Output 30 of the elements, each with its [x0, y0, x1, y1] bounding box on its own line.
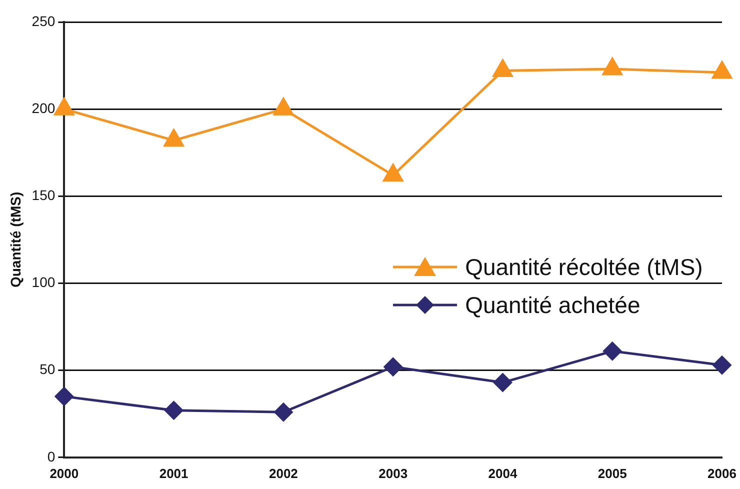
x-tick-label: 2004	[488, 466, 518, 481]
point	[164, 129, 184, 147]
point	[54, 387, 74, 406]
point	[274, 98, 294, 116]
x-tick-label: 2001	[159, 466, 188, 481]
y-tick-label: 100	[32, 274, 56, 290]
y-tick-label: 150	[32, 187, 56, 204]
x-tick-label: 2005	[598, 466, 627, 481]
y-axis-title: Quantité (tMS)	[7, 192, 24, 288]
point	[274, 402, 293, 422]
y-tick-label: 200	[32, 100, 56, 116]
y-tick-label: 250	[32, 12, 56, 29]
point	[164, 401, 184, 420]
x-tick-label: 2003	[378, 466, 408, 481]
point	[602, 58, 622, 76]
point	[384, 358, 402, 376]
legend-label: Quantité récoltée (tMS)	[465, 254, 703, 281]
point	[712, 61, 732, 79]
point	[383, 164, 403, 182]
point	[493, 373, 512, 392]
x-tick-label: 2006	[708, 466, 736, 481]
point	[603, 342, 622, 360]
point	[492, 60, 513, 78]
legend-label: Quantité achetée	[465, 292, 640, 319]
y-tick-label: 0	[47, 448, 56, 464]
x-tick-label: 2002	[268, 466, 298, 481]
y-tick-label: 50	[40, 361, 56, 378]
point	[712, 356, 732, 374]
point	[54, 98, 74, 116]
x-tick-label: 2000	[50, 466, 79, 481]
